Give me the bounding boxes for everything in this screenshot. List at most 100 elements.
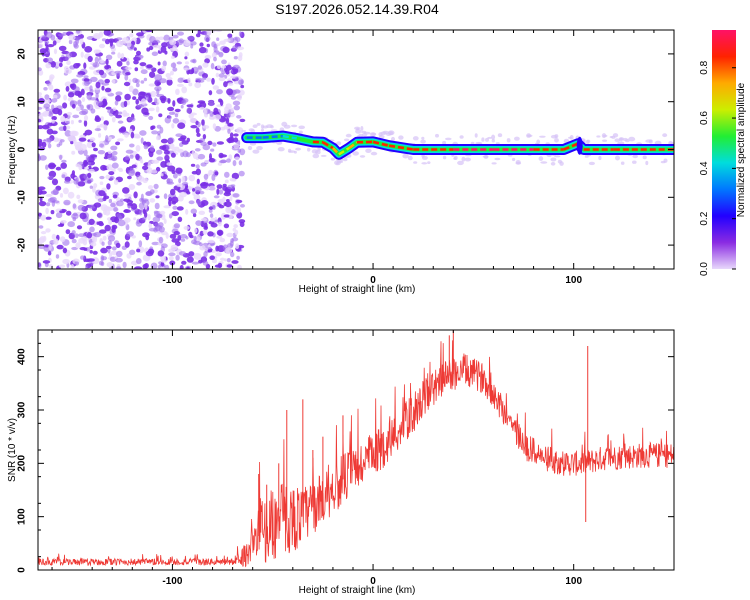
noise-point xyxy=(79,212,87,220)
halo-point xyxy=(427,161,431,165)
noise-point xyxy=(51,119,55,124)
noise-point xyxy=(173,231,180,236)
noise-point xyxy=(218,160,227,164)
noise-point xyxy=(124,74,129,81)
snr-ytick-label: 0 xyxy=(17,567,28,573)
halo-point xyxy=(526,134,533,138)
colorbar-tick-label: 0.0 xyxy=(699,262,710,276)
noise-point xyxy=(163,205,171,209)
noise-point xyxy=(227,123,234,127)
noise-point xyxy=(77,233,86,238)
noise-point xyxy=(166,79,173,86)
noise-point xyxy=(190,43,194,49)
halo-point xyxy=(491,134,496,140)
noise-point xyxy=(207,249,213,253)
noise-point xyxy=(216,64,222,70)
noise-point xyxy=(48,243,52,251)
noise-point xyxy=(78,137,87,142)
noise-point xyxy=(94,116,102,122)
noise-point xyxy=(160,261,165,267)
noise-point xyxy=(80,88,85,96)
noise-point xyxy=(137,104,145,108)
noise-point xyxy=(192,190,196,196)
noise-point xyxy=(107,153,115,161)
noise-point xyxy=(158,78,167,84)
halo-point xyxy=(336,160,344,164)
noise-point xyxy=(229,196,233,202)
noise-point xyxy=(168,252,176,257)
halo-point xyxy=(602,134,608,138)
noise-point xyxy=(171,211,179,217)
noise-point xyxy=(156,88,160,95)
noise-point xyxy=(80,255,85,260)
noise-point xyxy=(232,45,239,51)
noise-point xyxy=(116,60,123,67)
noise-point xyxy=(98,133,102,138)
noise-point xyxy=(208,206,214,210)
noise-point xyxy=(88,218,95,225)
noise-point xyxy=(214,219,219,223)
noise-point xyxy=(233,64,240,69)
noise-point xyxy=(111,79,116,84)
noise-point xyxy=(180,104,184,109)
noise-point xyxy=(237,94,242,101)
halo-point xyxy=(336,141,342,146)
noise-point xyxy=(136,50,141,56)
noise-point xyxy=(56,143,61,148)
noise-point xyxy=(232,160,237,167)
noise-point xyxy=(142,165,149,171)
noise-point xyxy=(71,238,77,244)
noise-point xyxy=(199,190,205,195)
noise-point xyxy=(127,117,136,122)
noise-point xyxy=(223,81,228,88)
halo-point xyxy=(358,133,364,137)
halo-point xyxy=(588,161,596,166)
noise-point xyxy=(106,183,111,190)
noise-point xyxy=(177,31,184,36)
noise-point xyxy=(65,86,70,92)
noise-point xyxy=(71,213,79,220)
noise-point xyxy=(202,134,207,140)
noise-point xyxy=(240,204,245,208)
figure-title: S197.2026.052.14.39.R04 xyxy=(275,1,439,17)
noise-point xyxy=(182,150,189,158)
noise-point xyxy=(203,108,207,116)
noise-point xyxy=(188,113,194,119)
noise-point xyxy=(73,63,80,69)
noise-point xyxy=(160,161,168,168)
noise-point xyxy=(52,94,58,99)
noise-point xyxy=(224,188,231,195)
noise-point xyxy=(53,48,58,55)
noise-point xyxy=(201,119,205,126)
noise-point xyxy=(199,244,206,251)
noise-point xyxy=(155,195,160,199)
halo-point xyxy=(361,130,367,134)
noise-point xyxy=(236,211,243,219)
noise-point xyxy=(219,40,226,45)
colorbar-tick-label: 0.6 xyxy=(699,111,710,125)
noise-point xyxy=(192,152,199,160)
noise-point xyxy=(128,85,134,93)
noise-point xyxy=(95,92,99,99)
noise-point xyxy=(108,171,115,176)
noise-point xyxy=(48,111,52,116)
noise-point xyxy=(115,114,122,119)
noise-point xyxy=(104,224,111,232)
noise-point xyxy=(89,137,96,142)
noise-point xyxy=(124,132,129,138)
noise-point xyxy=(117,120,124,124)
noise-point xyxy=(99,123,105,128)
noise-point xyxy=(147,214,151,221)
noise-point xyxy=(181,99,187,105)
noise-point xyxy=(45,202,51,207)
noise-point xyxy=(209,111,214,117)
noise-point xyxy=(93,147,98,152)
noise-point xyxy=(171,170,176,174)
noise-point xyxy=(45,164,49,170)
noise-point xyxy=(105,106,112,110)
noise-point xyxy=(169,260,176,266)
noise-point xyxy=(84,129,93,136)
noise-point xyxy=(204,178,208,183)
noise-point xyxy=(210,62,215,70)
noise-point xyxy=(145,95,150,101)
